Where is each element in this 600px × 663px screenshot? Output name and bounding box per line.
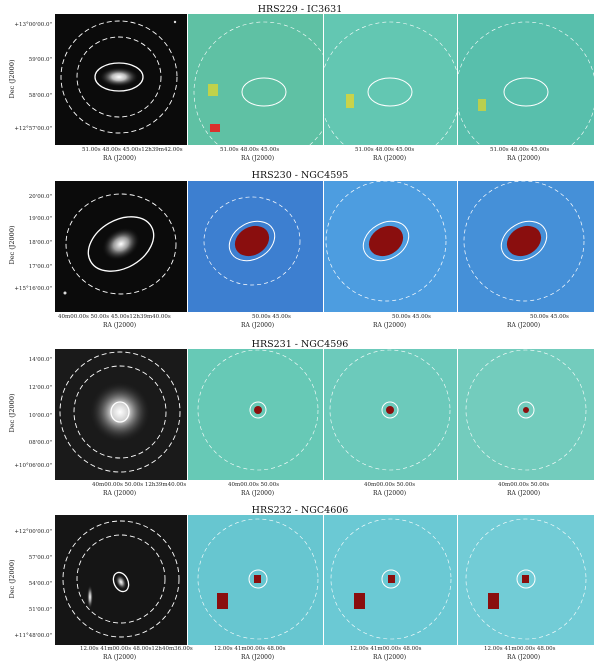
x-tick-map: 50.00s 45.00s	[252, 314, 291, 320]
y-tick: +13°00'00.0"	[14, 22, 52, 28]
y-tick: 58'00.0"	[28, 93, 52, 99]
x-tick-map: 51.00s 48.00s 45.00s	[220, 147, 280, 153]
x-axis-label: RA (J2000)	[373, 322, 407, 329]
x-axis-label: RA (J2000)	[103, 322, 137, 329]
galaxy-row-hrs230: HRS230 - NGC4595 Dec (J2000) 20'00.0" 19…	[0, 166, 600, 334]
map-panel-3	[458, 14, 594, 145]
optical-image-panel	[55, 181, 187, 312]
x-tick-map: 40m00.00s 50.00s	[364, 482, 416, 488]
map-panel-1	[188, 515, 323, 645]
y-tick: 18'00.0"	[28, 240, 52, 246]
y-tick: 10'00.0"	[28, 413, 52, 419]
map-panel-2	[324, 349, 457, 480]
row-title: HRS232 - NGC4606	[251, 505, 349, 516]
map-panel-3	[458, 349, 594, 480]
map-panel-2	[324, 181, 457, 312]
x-axis-label: RA (J2000)	[373, 155, 407, 162]
y-tick: 19'00.0"	[28, 216, 52, 222]
optical-image-panel	[55, 14, 187, 145]
map-panel-3	[458, 515, 594, 645]
y-tick: 12'00.0"	[28, 385, 52, 391]
y-tick: 59'00.0"	[28, 57, 52, 63]
x-axis-label: RA (J2000)	[103, 654, 137, 661]
x-tick-optical: 51.00s 48.00s 45.00s12h39m42.00s	[82, 147, 183, 153]
map-panel-1	[188, 181, 323, 312]
x-tick-map: 50.00s 45.00s	[392, 314, 431, 320]
map-panel-1	[188, 349, 323, 480]
x-tick-map: 12.00s 41m00.00s 48.00s	[214, 646, 286, 652]
x-tick-optical: 12.00s 41m00.00s 48.00s12h40m36.00s	[80, 646, 193, 652]
x-tick-optical: 40m00.00s 50.00s 12h39m40.00s	[92, 482, 187, 488]
map-panel-2	[324, 515, 457, 645]
x-axis-label: RA (J2000)	[507, 490, 541, 497]
y-tick: 54'00.0"	[28, 581, 52, 587]
x-tick-map: 51.00s 48.00s 45.00s	[490, 147, 550, 153]
row-title: HRS231 - NGC4596	[251, 339, 349, 350]
x-tick-map: 40m00.00s 50.00s	[498, 482, 550, 488]
x-axis-label: RA (J2000)	[241, 490, 275, 497]
y-tick: +15°16'00.0"	[14, 286, 52, 292]
map-panel-2	[324, 14, 457, 145]
x-tick-map: 12.00s 41m00.00s 48.00s	[484, 646, 556, 652]
map-panel-3	[458, 181, 594, 312]
x-tick-optical: 40m00.00s 50.00s 45.00s12h39m40.00s	[58, 314, 171, 320]
x-axis-label: RA (J2000)	[103, 490, 137, 497]
y-tick: 20'00.0"	[28, 194, 52, 200]
galaxy-row-hrs231: HRS231 - NGC4596 Dec (J2000) 14'00.0" 12…	[0, 335, 600, 500]
x-axis-label: RA (J2000)	[241, 155, 275, 162]
x-tick-map: 50.00s 45.00s	[530, 314, 569, 320]
y-tick: +10°06'00.0"	[14, 463, 52, 469]
galaxy-row-hrs232: HRS232 - NGC4606 Dec (J2000) +12°00'00.0…	[0, 501, 600, 663]
y-tick: +12°00'00.0"	[14, 529, 52, 535]
x-tick-map: 40m00.00s 50.00s	[228, 482, 280, 488]
x-axis-label: RA (J2000)	[103, 155, 137, 162]
x-axis-label: RA (J2000)	[507, 155, 541, 162]
galaxy-row-hrs229: HRS229 - IC3631 Dec (J2000) +13°00'00.0"…	[0, 0, 600, 165]
map-panel-1	[188, 14, 323, 145]
x-tick-map: 12.00s 41m00.00s 48.00s	[350, 646, 422, 652]
x-axis-label: RA (J2000)	[373, 490, 407, 497]
y-tick: 17'00.0"	[28, 264, 52, 270]
x-axis-label: RA (J2000)	[241, 322, 275, 329]
row-title: HRS230 - NGC4595	[251, 170, 349, 181]
y-tick: +11°48'00.0"	[14, 633, 52, 639]
y-tick: 57'00.0"	[28, 555, 52, 561]
x-axis-label: RA (J2000)	[373, 654, 407, 661]
row-title: HRS229 - IC3631	[257, 4, 343, 15]
y-tick: 08'00.0"	[28, 440, 52, 446]
y-tick: +12°57'00.0"	[14, 126, 52, 132]
x-tick-map: 51.00s 48.00s 45.00s	[355, 147, 415, 153]
optical-image-panel	[55, 515, 187, 645]
y-tick: 14'00.0"	[28, 357, 52, 363]
x-axis-label: RA (J2000)	[507, 654, 541, 661]
x-axis-label: RA (J2000)	[507, 322, 541, 329]
x-axis-label: RA (J2000)	[241, 654, 275, 661]
optical-image-panel	[55, 349, 187, 480]
y-tick: 51'00.0"	[28, 607, 52, 613]
